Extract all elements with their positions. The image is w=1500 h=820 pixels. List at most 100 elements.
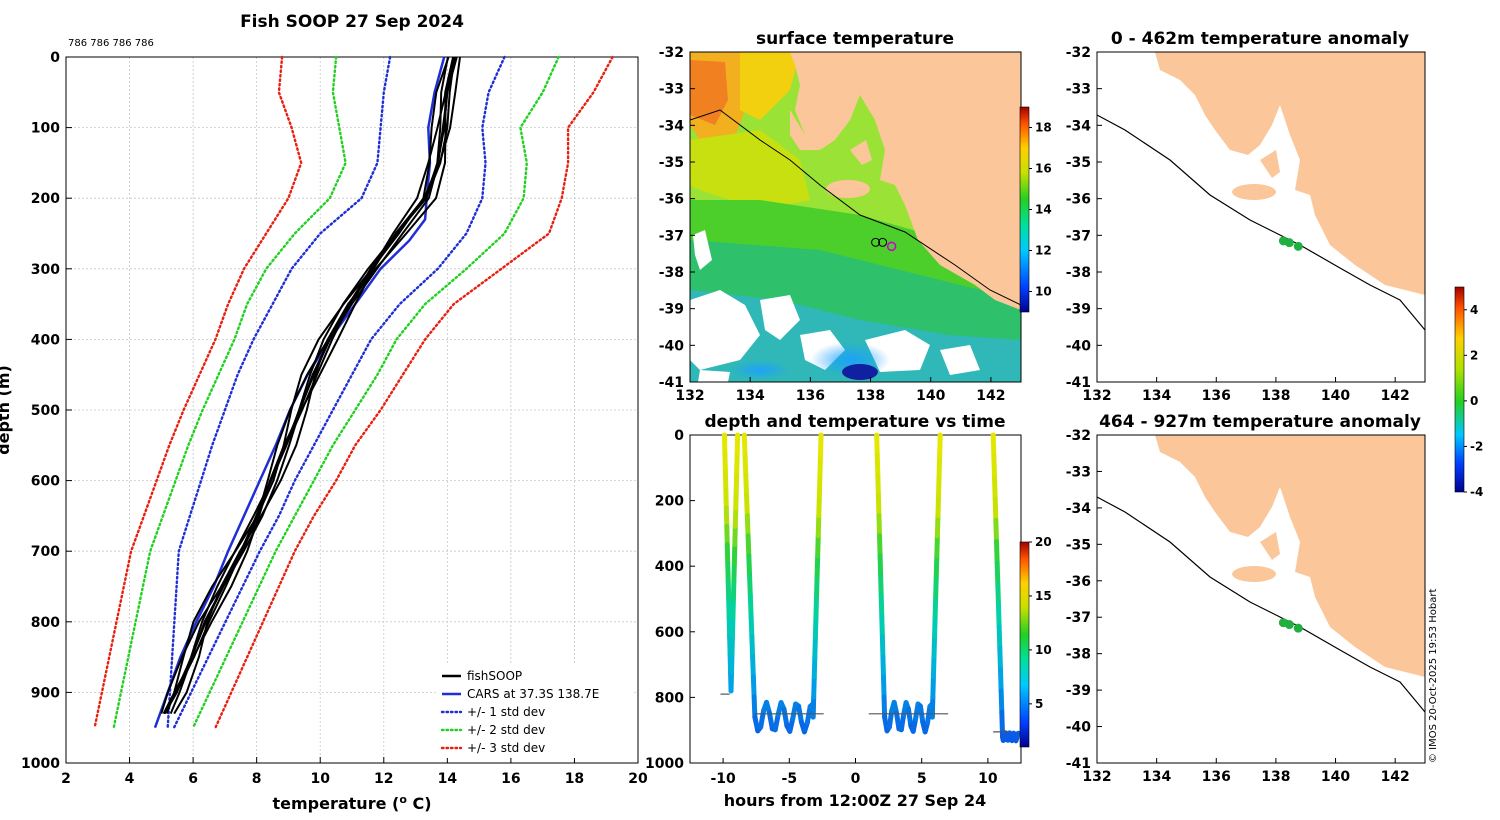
ts-cast: [878, 593, 885, 619]
sst-xtick-label: 132: [675, 388, 704, 404]
ts-ytick-label: 800: [655, 690, 684, 706]
sst-ytick-label: -36: [659, 192, 684, 208]
anom1-dots: [1278, 236, 1303, 251]
profile-xtick-label: 16: [501, 771, 520, 787]
ts-cast: [741, 432, 748, 458]
ts-cast: [804, 703, 813, 726]
ts-cast: [748, 613, 755, 639]
sst-ytick-label: -37: [659, 228, 684, 244]
ts-cast: [930, 654, 937, 680]
ts-ytick-label: 200: [655, 494, 684, 510]
anom-colorbar-tick-label: -4: [1470, 485, 1483, 499]
anom1-ytick-label: -40: [1066, 338, 1092, 354]
anom2-ytick-label: -41: [1066, 756, 1091, 772]
legend-label: +/- 1 std dev: [467, 705, 545, 719]
timeseries-xlabel: hours from 12:00Z 27 Sep 24: [724, 791, 986, 810]
profile-xtick-label: 2: [61, 771, 71, 787]
profile-xtick-label: 6: [188, 771, 198, 787]
ts-cast: [880, 674, 887, 700]
anom2-ytick-label: -37: [1066, 610, 1091, 626]
profile-ylabel: depth (m): [0, 365, 13, 455]
ts-cast: [992, 475, 998, 502]
profile-ytick-label: 900: [31, 685, 60, 701]
ts-cast: [818, 432, 824, 458]
anom2-xtick-label: 138: [1261, 769, 1290, 785]
anom-colorbar-tick-label: 2: [1470, 348, 1478, 362]
legend-label: +/- 2 std dev: [467, 723, 545, 737]
anom1-ytick-label: -41: [1066, 375, 1091, 391]
ts-cast: [932, 613, 938, 639]
anom2-ytick-label: -38: [1066, 647, 1091, 663]
timeseries-colorbar-ticks: 5 10 15 20: [1029, 535, 1052, 711]
ts-cast: [997, 645, 1003, 673]
ts-cast: [746, 553, 753, 579]
ts-cast: [905, 706, 914, 729]
ts-cast: [815, 533, 821, 559]
timeseries-ticks: -10 -5 0 5 10 0 200 400 600 800 1000: [645, 428, 998, 787]
anom-profile-dot: [1293, 241, 1303, 251]
profile-xtick-label: 12: [374, 771, 393, 787]
ts-cast: [745, 533, 752, 559]
sst-colorbar-tick-label: 18: [1035, 121, 1052, 135]
ts-cast: [816, 492, 822, 519]
sst-xtick-label: 138: [856, 388, 885, 404]
ts-cast: [812, 613, 819, 639]
legend-label: fishSOOP: [467, 669, 522, 683]
profile-xtick-label: 18: [565, 771, 584, 787]
ts-cast: [747, 593, 754, 619]
ts-colorbar-tick-label: 20: [1035, 535, 1052, 549]
ts-cast: [781, 706, 790, 729]
ts-ytick-label: 600: [655, 625, 684, 641]
surface-title: surface temperature: [756, 29, 954, 49]
anom-colorbar-tick-label: 4: [1470, 303, 1478, 317]
anom-deep-title: 464 - 927m temperature anomaly: [1099, 412, 1421, 432]
ts-ytick-label: 0: [674, 428, 684, 444]
ts-xtick-label: -10: [710, 771, 736, 787]
legend-label: +/- 3 std dev: [467, 741, 545, 755]
profile-std3-high-line: [214, 55, 614, 729]
anom2-xtick-label: 140: [1321, 769, 1350, 785]
timeseries-axes-box: [689, 434, 1022, 764]
ts-cast: [743, 472, 750, 498]
footer-credit: © IMOS 20-Oct-2025 19:53 Hobart: [1428, 588, 1439, 763]
ts-cast: [993, 517, 1000, 545]
anom2-xtick-label: 142: [1381, 769, 1410, 785]
profile-legend: fishSOOP CARS at 37.3S 138.7E +/- 1 std de…: [437, 664, 633, 758]
ts-cast: [935, 492, 942, 519]
ts-cast: [933, 553, 940, 579]
ts-cast: [934, 513, 941, 539]
ts-ytick-label: 400: [655, 559, 684, 575]
sst-field: [690, 52, 1021, 382]
anom1-ytick-label: -34: [1066, 118, 1092, 134]
ts-cast: [1015, 730, 1021, 737]
ts-cast: [811, 674, 817, 700]
sst-xtick-label: 140: [916, 388, 945, 404]
anom2-ytick-label: -35: [1066, 537, 1091, 553]
timeseries-colorbar: [1019, 541, 1030, 748]
ts-cast: [747, 573, 753, 599]
anom1-xtick-label: 140: [1321, 388, 1350, 404]
timeseries-casts: [720, 432, 1021, 744]
profile-xtick-label: 8: [252, 771, 262, 787]
ts-cast: [811, 654, 818, 680]
anom2-island: [1232, 566, 1276, 582]
ts-cast: [999, 709, 1005, 736]
ts-cast: [880, 654, 886, 680]
anom2-xtick-label: 134: [1142, 769, 1171, 785]
anom-profile-dot: [1293, 623, 1303, 633]
ts-cast: [744, 492, 750, 519]
sst-ytick-label: -38: [659, 265, 684, 281]
profile-ytick-label: 300: [31, 262, 60, 278]
anom2-xtick-label: 132: [1082, 769, 1111, 785]
sst-colorbar: [1019, 106, 1030, 313]
ts-cast: [898, 712, 907, 733]
anom1-axes-box: [1096, 51, 1426, 383]
ts-cast: [814, 553, 821, 579]
anom1-ytick-label: -33: [1066, 82, 1091, 98]
ts-cast: [814, 573, 820, 599]
ts-ytick-label: 1000: [645, 756, 684, 772]
anom2-ytick-label: -40: [1066, 720, 1092, 736]
ts-cast: [997, 667, 1004, 694]
sst-ytick-label: -41: [659, 375, 684, 391]
ts-cast: [994, 539, 1000, 566]
